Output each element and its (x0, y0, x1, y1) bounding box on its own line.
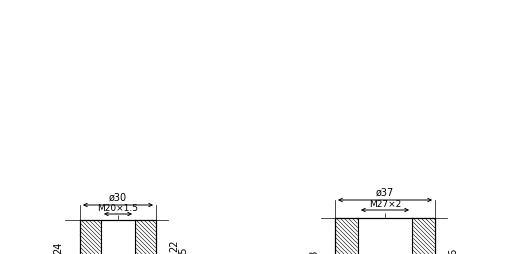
Text: ø37: ø37 (376, 188, 394, 198)
Text: 24: 24 (53, 241, 63, 254)
Polygon shape (135, 220, 156, 254)
Polygon shape (335, 218, 358, 254)
Text: ø30: ø30 (109, 193, 127, 203)
Text: M20×1.5: M20×1.5 (98, 204, 138, 213)
Polygon shape (101, 220, 135, 254)
Text: 36: 36 (448, 248, 458, 254)
Polygon shape (80, 220, 101, 254)
Polygon shape (358, 218, 412, 254)
Text: M27×2: M27×2 (369, 200, 401, 209)
Polygon shape (412, 218, 435, 254)
Text: 22: 22 (169, 240, 179, 252)
Text: 25: 25 (178, 246, 188, 254)
Text: 38: 38 (309, 249, 319, 254)
